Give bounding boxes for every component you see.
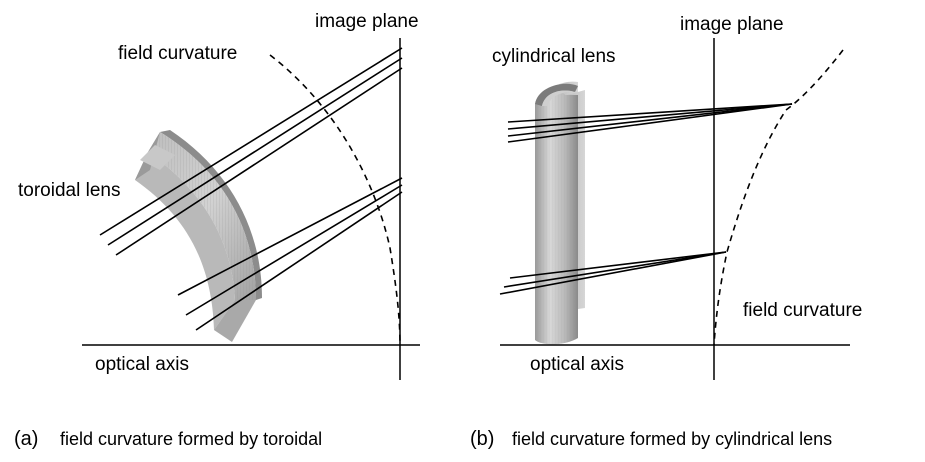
caption-a-text: field curvature formed by toroidal (60, 429, 322, 449)
field-curvature-label-a: field curvature (118, 43, 237, 64)
optical-axis-label-a: optical axis (95, 354, 189, 375)
image-plane-label-a: image plane (315, 11, 419, 32)
cylindrical-lens-label: cylindrical lens (492, 46, 616, 67)
caption-b-marker: (b) (470, 428, 494, 450)
upper-ray-bundle-a (99, 47, 403, 256)
upper-ray-bundle-b (507, 103, 793, 143)
optical-axis-label-b: optical axis (530, 354, 624, 375)
panel-a: image plane field curvature toroidal len… (18, 11, 420, 380)
field-curvature-label-b: field curvature (743, 300, 862, 321)
lower-ray-bundle-a (177, 177, 403, 331)
field-curvature-curve-b (713, 49, 844, 346)
caption-a-marker: (a) (14, 428, 38, 450)
cylindrical-lens-icon (535, 81, 585, 345)
caption-a: (a) field curvature formed by toroidal (14, 428, 322, 450)
field-curvature-curve-a (269, 54, 401, 346)
caption-b: (b) field curvature formed by cylindrica… (470, 428, 832, 450)
image-plane-label-b: image plane (680, 14, 784, 35)
caption-b-text: field curvature formed by cylindrical le… (512, 429, 832, 449)
lower-ray-bundle-b (499, 251, 727, 295)
panel-b: image plane cylindrical lens field curva… (492, 14, 862, 380)
toroidal-lens-icon (135, 130, 262, 342)
toroidal-lens-label: toroidal lens (18, 180, 120, 201)
